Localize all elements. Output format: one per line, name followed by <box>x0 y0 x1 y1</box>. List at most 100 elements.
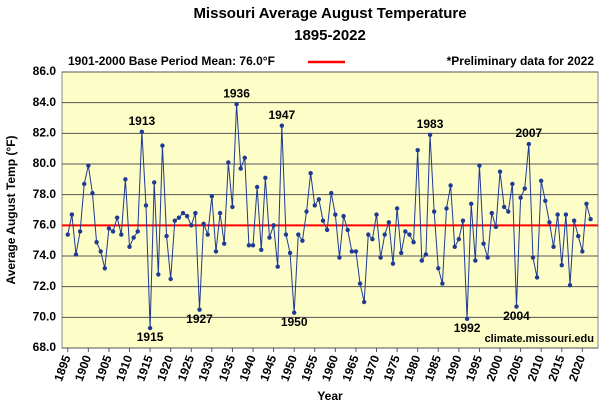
x-tick-label: 1980 <box>401 353 423 383</box>
x-tick-label: 2005 <box>504 353 526 383</box>
data-point <box>386 220 392 225</box>
x-tick-label: 1955 <box>298 353 320 383</box>
data-point <box>337 255 342 260</box>
data-point <box>571 218 577 223</box>
annotation: 1927 <box>186 312 213 326</box>
y-tick-label: 80.0 <box>33 156 57 170</box>
x-tick-label: 1970 <box>360 353 382 383</box>
data-point <box>279 123 285 128</box>
data-point <box>341 213 346 219</box>
data-point <box>436 266 441 271</box>
data-point <box>530 255 536 260</box>
x-tick-label: 2020 <box>566 353 588 383</box>
data-point <box>506 209 511 214</box>
data-point <box>456 236 462 242</box>
data-point <box>584 201 589 207</box>
data-point <box>378 255 383 260</box>
x-tick-label: 1965 <box>339 353 361 383</box>
data-point <box>275 264 280 269</box>
data-point <box>230 204 235 210</box>
data-point <box>510 181 515 187</box>
data-point <box>82 181 87 187</box>
x-tick-label: 1960 <box>319 353 341 383</box>
data-point <box>526 141 532 147</box>
data-point <box>184 213 190 219</box>
data-point <box>588 217 593 222</box>
data-point <box>156 272 161 277</box>
y-tick-label: 84.0 <box>33 95 57 109</box>
data-point <box>567 282 573 288</box>
data-point <box>131 235 136 240</box>
data-point <box>403 229 408 234</box>
data-point <box>123 177 128 182</box>
x-tick-label: 2010 <box>525 353 547 383</box>
data-point <box>114 215 120 220</box>
data-point <box>242 155 247 161</box>
data-point <box>127 244 132 249</box>
data-point <box>427 132 433 138</box>
x-tick-label: 1915 <box>134 353 156 383</box>
data-point <box>164 233 169 239</box>
data-point <box>423 252 429 257</box>
data-point <box>419 258 425 263</box>
data-point <box>271 223 276 228</box>
data-point <box>168 276 173 282</box>
x-tick-label: 1985 <box>422 353 444 383</box>
annotation: 1913 <box>129 114 156 128</box>
data-point <box>489 210 494 216</box>
data-point <box>497 169 503 174</box>
data-point <box>514 304 519 309</box>
data-point <box>473 258 478 263</box>
data-point <box>234 102 239 107</box>
data-point <box>394 206 400 211</box>
x-tick-label: 1995 <box>463 353 485 383</box>
data-point <box>259 247 264 253</box>
data-point <box>448 183 453 188</box>
data-point <box>65 232 70 237</box>
data-point <box>485 255 490 260</box>
y-tick-label: 86.0 <box>33 64 57 78</box>
y-tick-label: 74.0 <box>33 248 57 262</box>
y-axis-label: Average August Temp (°F) <box>4 135 18 284</box>
data-point <box>197 307 202 312</box>
data-point <box>119 232 124 237</box>
data-point <box>349 249 355 254</box>
data-point <box>353 249 359 254</box>
data-point <box>180 210 186 216</box>
data-point <box>90 190 95 196</box>
data-point <box>143 203 149 208</box>
data-point <box>320 218 326 223</box>
data-point <box>469 201 474 207</box>
data-point <box>444 206 449 211</box>
data-point <box>193 210 198 216</box>
data-point <box>370 236 375 242</box>
data-point <box>324 227 330 233</box>
data-line <box>67 104 592 329</box>
data-point <box>399 250 404 256</box>
data-point <box>563 212 569 217</box>
data-point <box>312 203 317 208</box>
data-point <box>94 240 99 245</box>
data-point <box>543 198 548 203</box>
data-point <box>283 232 289 237</box>
data-point <box>172 218 177 223</box>
x-tick-label: 1990 <box>442 353 464 383</box>
data-point <box>250 243 256 248</box>
x-tick-label: 1975 <box>381 353 403 383</box>
data-point <box>518 195 523 200</box>
data-point <box>246 243 252 248</box>
data-point <box>374 212 379 217</box>
data-point <box>547 220 552 225</box>
x-tick-label: 1930 <box>195 353 217 383</box>
data-point <box>493 224 499 230</box>
data-point <box>291 310 297 315</box>
data-point <box>98 249 103 254</box>
x-axis-label: Year <box>317 389 343 403</box>
data-point <box>69 212 75 217</box>
x-tick-label: 1925 <box>175 353 197 383</box>
data-point <box>551 244 556 249</box>
data-point <box>102 266 108 271</box>
x-tick-label: 1905 <box>92 353 114 383</box>
data-point <box>221 241 227 246</box>
y-tick-label: 70.0 <box>33 310 57 324</box>
